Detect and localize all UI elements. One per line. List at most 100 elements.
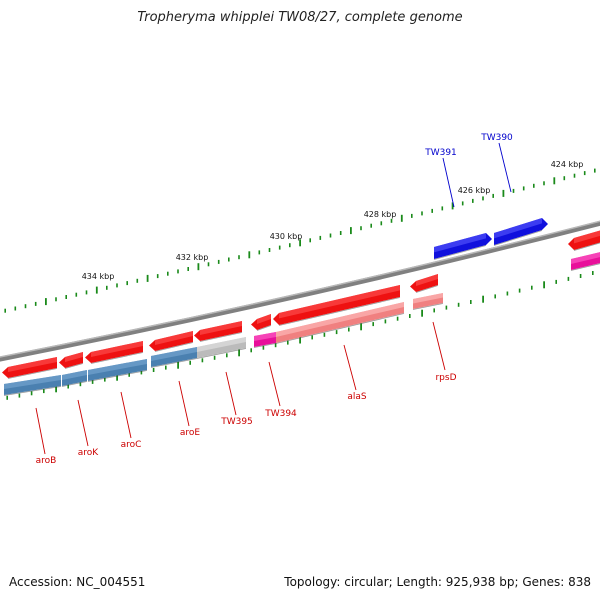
gene-features[interactable] [2, 218, 600, 396]
gene-alaS-red[interactable] [273, 285, 401, 326]
minor-tick [6, 395, 8, 400]
major-tick [400, 214, 403, 222]
minor-tick [482, 196, 484, 201]
minor-tick [457, 302, 460, 307]
gene-label-TW394[interactable]: TW394 [264, 409, 297, 419]
label-leader-line [343, 344, 357, 391]
minor-tick [563, 176, 566, 181]
minor-tick [348, 327, 350, 332]
gene-aroB-red[interactable] [2, 357, 58, 379]
minor-tick [311, 335, 313, 340]
major-tick [45, 298, 47, 306]
major-tick [502, 189, 505, 197]
minor-tick [409, 314, 411, 318]
minor-tick [140, 370, 143, 375]
minor-tick [396, 316, 399, 321]
gene-aroB-blue[interactable] [3, 375, 62, 396]
label-leader-line [77, 399, 89, 447]
major-tick [543, 281, 545, 289]
minor-tick [431, 208, 433, 213]
gene-TW394-red[interactable] [251, 314, 272, 331]
major-tick [238, 349, 240, 357]
minor-tick [573, 173, 576, 178]
gene-aroC-blue[interactable] [87, 359, 148, 382]
minor-tick [85, 290, 88, 295]
label-leader-line [35, 407, 46, 455]
gene-labels[interactable]: TW390 TW391 rpsD alaS TW394 TW395 aroE aroC aroK… [35, 133, 513, 466]
minor-tick [189, 360, 191, 365]
gene-label-alaS[interactable]: alaS [347, 392, 367, 402]
minor-tick [390, 218, 393, 223]
minor-tick [518, 288, 521, 293]
minor-tick [55, 297, 57, 302]
major-tick [482, 295, 484, 303]
minor-tick [287, 340, 289, 345]
major-tick [451, 202, 454, 210]
gene-label-rpsD[interactable]: rpsD [435, 373, 456, 383]
gene-aroK-blue[interactable] [61, 370, 88, 387]
minor-tick [289, 243, 291, 248]
gene-rpsD-red[interactable] [410, 274, 439, 293]
scale-label: 430 kbp [270, 232, 303, 241]
minor-tick [106, 285, 108, 290]
label-leader-line [178, 380, 190, 427]
gene-label-TW391[interactable]: TW391 [424, 148, 457, 158]
gene-label-aroE[interactable]: aroE [180, 428, 201, 438]
gene-aroK-red[interactable] [59, 352, 84, 369]
scale-label: 428 kbp [364, 210, 397, 219]
gene-label-aroB[interactable]: aroB [36, 456, 57, 466]
gene-aroE-blue[interactable] [150, 347, 198, 368]
minor-tick [372, 322, 374, 327]
minor-tick [187, 267, 189, 271]
minor-tick [14, 306, 17, 311]
minor-tick [274, 343, 277, 348]
gene-alaS-pink[interactable] [275, 302, 405, 344]
major-tick [350, 227, 352, 235]
minor-tick [384, 319, 387, 324]
label-leader-line [432, 321, 446, 371]
gene-label-TW395[interactable]: TW395 [220, 417, 253, 427]
gene-label-aroK[interactable]: aroK [78, 448, 100, 458]
minor-tick [441, 206, 444, 211]
minor-tick [30, 391, 33, 396]
minor-tick [506, 291, 509, 296]
minor-tick [522, 186, 525, 191]
minor-tick [226, 353, 228, 358]
gene-TW395-red[interactable] [194, 321, 243, 342]
minor-tick [533, 183, 535, 188]
minor-tick [91, 379, 94, 384]
gene-TW395-gray[interactable] [196, 337, 247, 359]
minor-tick [592, 271, 594, 275]
minor-tick [34, 301, 37, 306]
minor-tick [461, 201, 464, 206]
major-tick [55, 385, 57, 393]
minor-tick [152, 368, 155, 372]
gene-right-edge-magenta[interactable] [570, 251, 600, 271]
gene-aroC-red[interactable] [85, 341, 144, 364]
gene-aroE-red[interactable] [149, 331, 194, 352]
minor-tick [268, 248, 271, 252]
minor-tick [567, 276, 570, 281]
minor-tick [555, 279, 557, 284]
minor-tick [201, 358, 204, 363]
minor-tick [250, 348, 252, 353]
gene-TW391[interactable] [433, 233, 492, 260]
minor-tick [583, 171, 586, 176]
major-tick [299, 336, 301, 344]
minor-tick [319, 235, 322, 240]
gene-TW390[interactable] [493, 218, 548, 246]
label-leader-line [225, 371, 237, 416]
gene-label-aroC[interactable]: aroC [121, 440, 142, 450]
minor-tick [531, 285, 533, 290]
gene-rpsD-pink[interactable] [412, 293, 444, 310]
minor-tick [323, 332, 326, 337]
minor-tick [18, 393, 21, 398]
scale-label: 432 kbp [176, 253, 209, 262]
major-tick [360, 323, 362, 331]
gene-label-TW390[interactable]: TW390 [480, 133, 513, 143]
minor-tick [126, 281, 128, 286]
minor-tick [177, 269, 179, 274]
gene-TW394-magenta[interactable] [253, 332, 277, 348]
minor-tick [165, 365, 167, 370]
